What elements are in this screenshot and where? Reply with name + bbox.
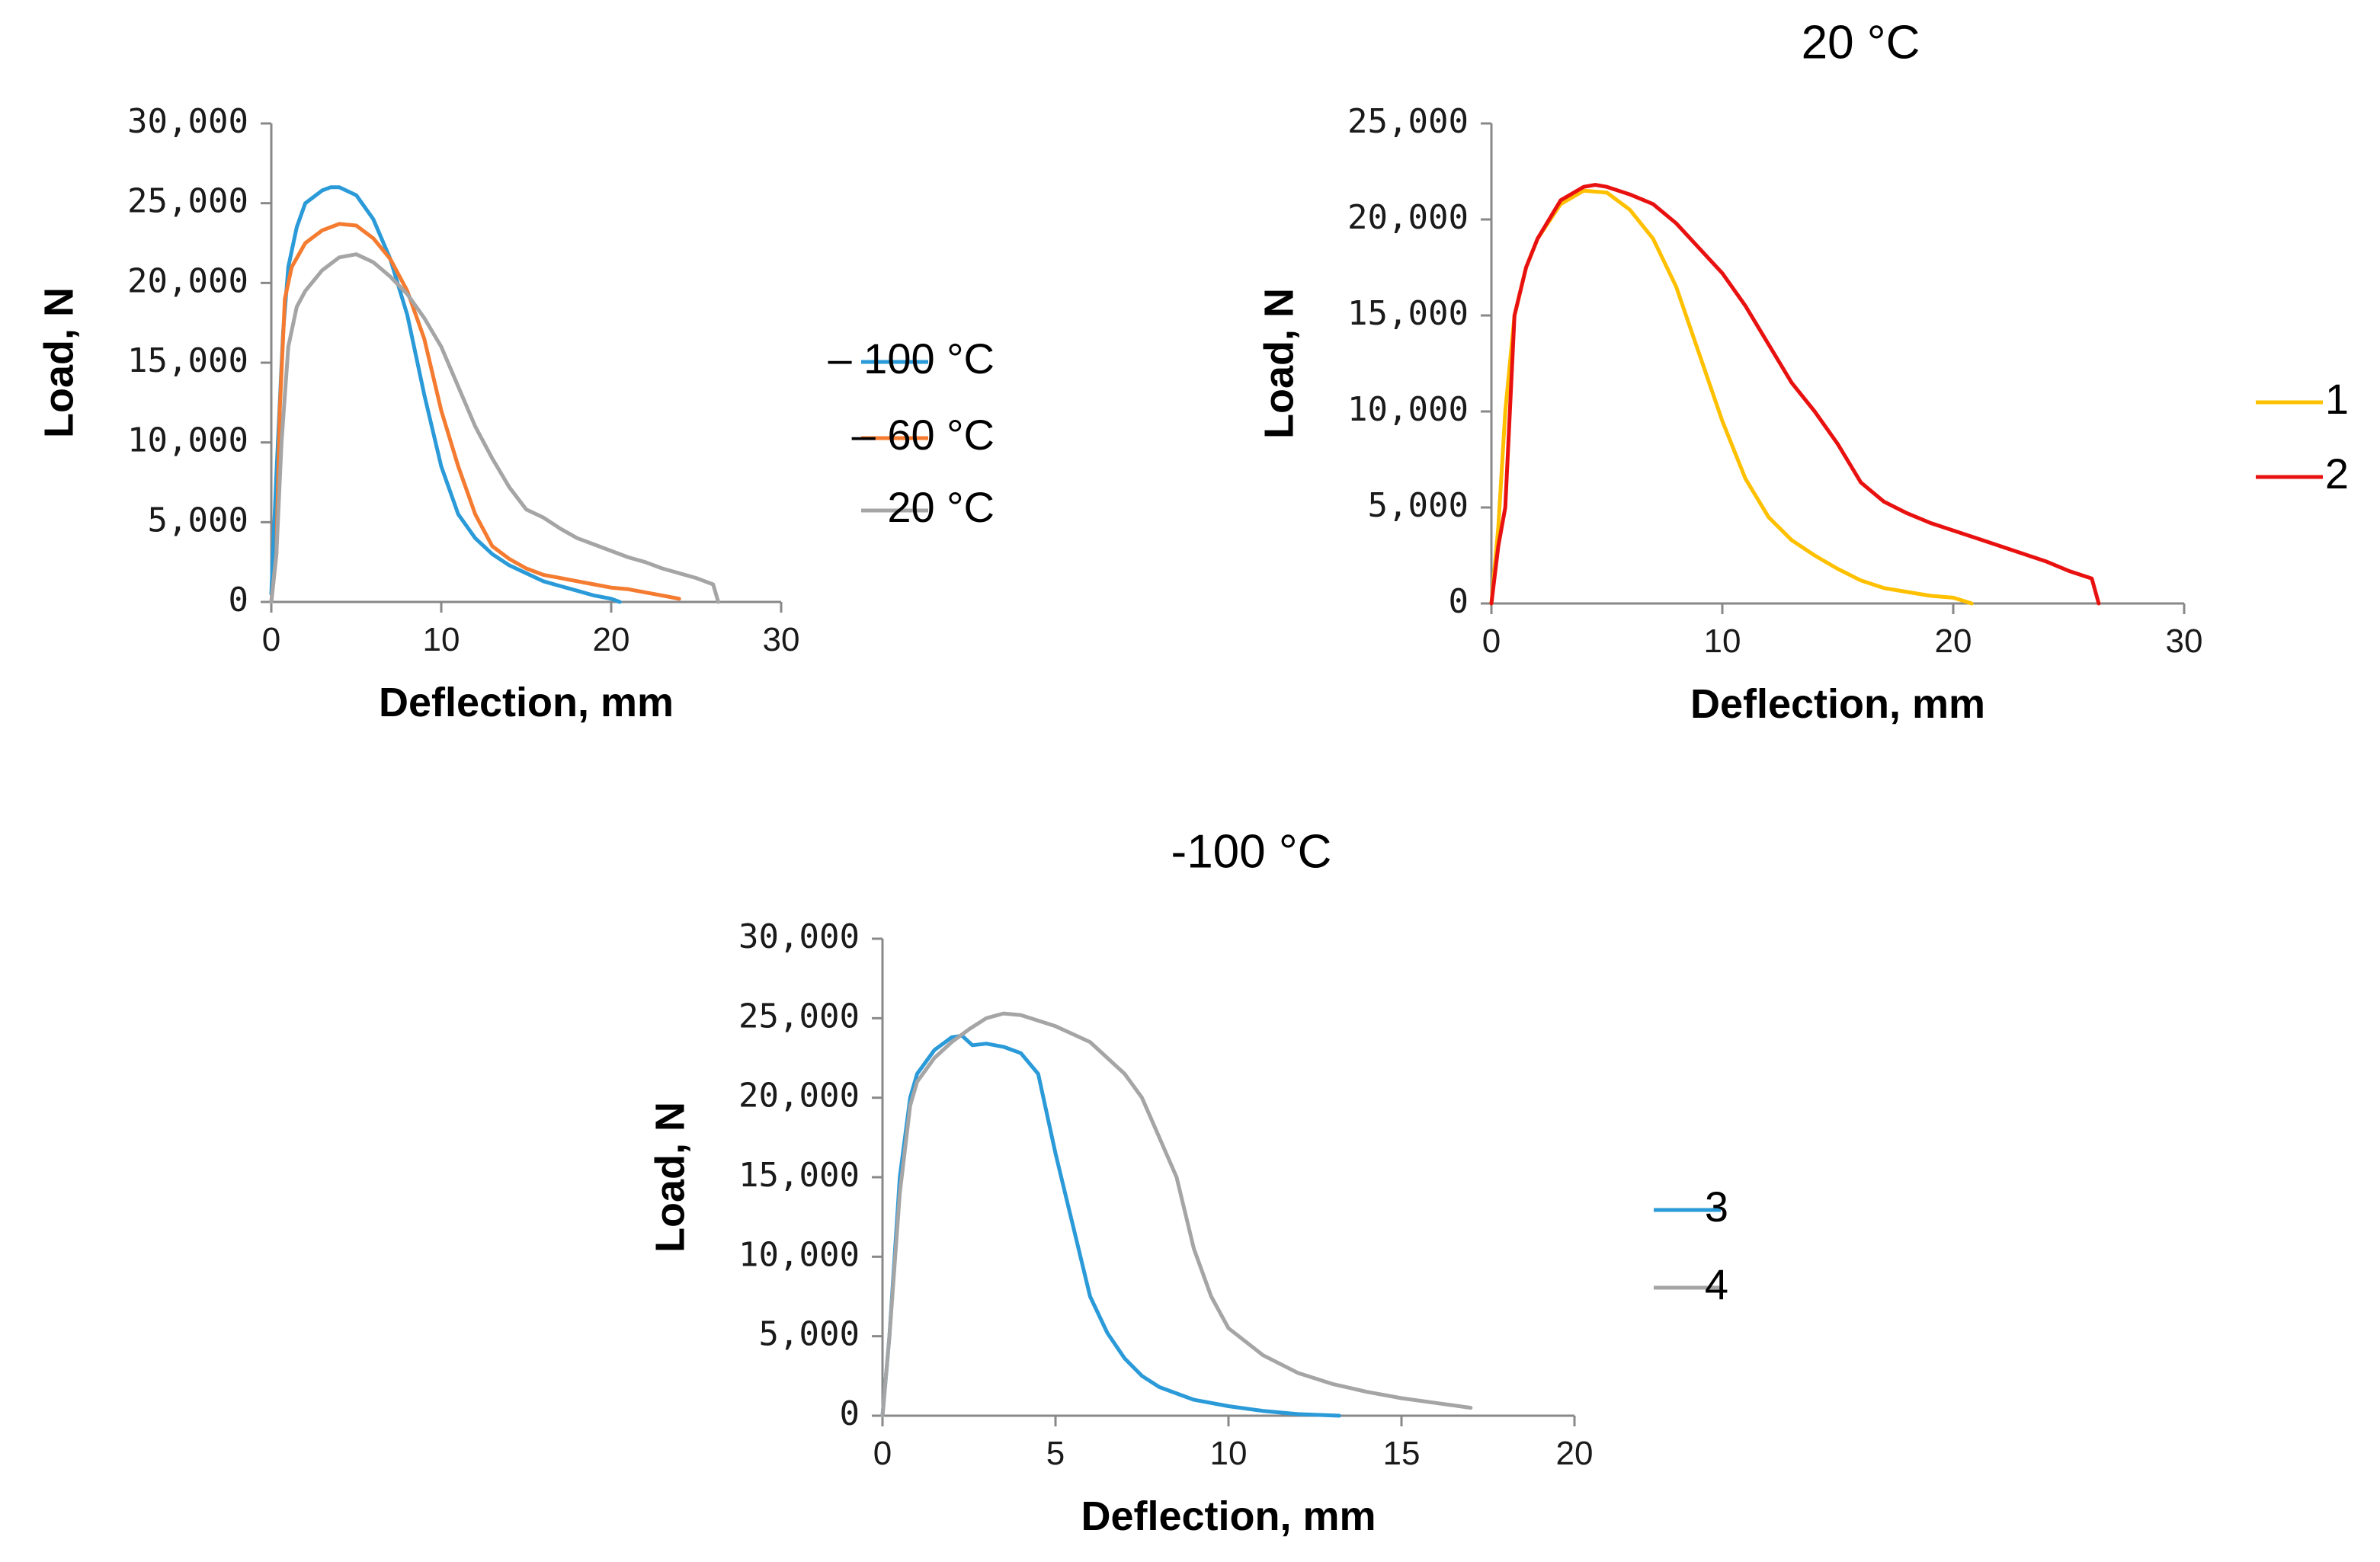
y-tick-label: 0 [1449, 582, 1469, 621]
series-line-2 [269, 222, 681, 604]
chart-panel-1: 0 5,000 10,000 15,000 20,000 25,000 30,000 0 10 2… [36, 102, 995, 725]
series-line-2 [880, 1011, 1473, 1418]
x-tick-label: 0 [262, 621, 280, 658]
y-tick-label: 20,000 [127, 261, 248, 300]
y-tick-label: 30,000 [738, 917, 860, 956]
x-tick-label: 30 [2166, 623, 2203, 660]
y-tick-label: 15,000 [1347, 294, 1469, 333]
y-tick-label: 20,000 [738, 1077, 860, 1115]
chart-title: -100 °C [1171, 825, 1332, 878]
y-tick-label: 30,000 [127, 102, 248, 141]
x-tick-label: 0 [873, 1435, 892, 1472]
series-line-3 [269, 252, 720, 604]
legend-label: 1 [2325, 375, 2349, 423]
legend-label: – 60 °C [852, 411, 995, 459]
x-tick-label: 5 [1046, 1435, 1065, 1472]
series-line-1 [1489, 188, 1974, 606]
y-tick-label: 25,000 [738, 997, 860, 1035]
y-tick-label: 10,000 [127, 421, 248, 460]
legend-label: 3 [1705, 1183, 1728, 1231]
y-tick-label: 15,000 [127, 341, 248, 380]
x-tick-label: 10 [1210, 1435, 1248, 1472]
x-axis-label: Deflection, mm [1081, 1493, 1376, 1539]
y-axis-label: Load, N [1256, 288, 1302, 439]
chart-panel-3: -100 °C 0 5,000 10,000 15,000 20,000 25,000 30,… [647, 825, 1728, 1539]
y-tick-label: 20,000 [1347, 198, 1469, 237]
y-axis-label: Load, N [647, 1102, 693, 1253]
x-tick-label: 20 [1935, 623, 1972, 660]
y-tick-label: 0 [229, 581, 249, 619]
chart-title: 20 °C [1802, 16, 1920, 69]
legend-label: 2 [2325, 450, 2349, 498]
y-tick-label: 5,000 [148, 501, 248, 539]
x-tick-label: 30 [763, 621, 800, 658]
y-axis-label: Load, N [36, 287, 82, 438]
y-tick-label: 0 [840, 1394, 860, 1433]
y-tick-label: 25,000 [127, 182, 248, 221]
series-line-1 [269, 185, 622, 604]
y-tick-label: 15,000 [738, 1156, 860, 1195]
chart-panel-2: 20 °C 0 5,000 10,000 15,000 20,000 25,000 0 10 20… [1256, 16, 2349, 727]
series-line-1 [880, 1033, 1341, 1418]
y-tick-label: 25,000 [1347, 102, 1469, 141]
legend-label: – 100 °C [828, 334, 995, 382]
x-tick-label: 10 [1704, 623, 1741, 660]
x-tick-label: 20 [593, 621, 630, 658]
x-tick-label: 0 [1482, 623, 1501, 660]
y-tick-label: 5,000 [759, 1315, 860, 1354]
x-tick-label: 10 [423, 621, 460, 658]
y-tick-label: 10,000 [738, 1235, 860, 1274]
series-line-2 [1489, 183, 2101, 606]
legend-label: 4 [1705, 1260, 1728, 1308]
x-tick-label: 15 [1383, 1435, 1421, 1472]
x-axis-label: Deflection, mm [1690, 681, 1985, 727]
y-tick-label: 5,000 [1368, 486, 1469, 525]
legend-label: 20 °C [887, 483, 995, 531]
y-tick-label: 10,000 [1347, 390, 1469, 429]
x-axis-label: Deflection, mm [379, 680, 674, 725]
x-tick-label: 20 [1556, 1435, 1594, 1472]
